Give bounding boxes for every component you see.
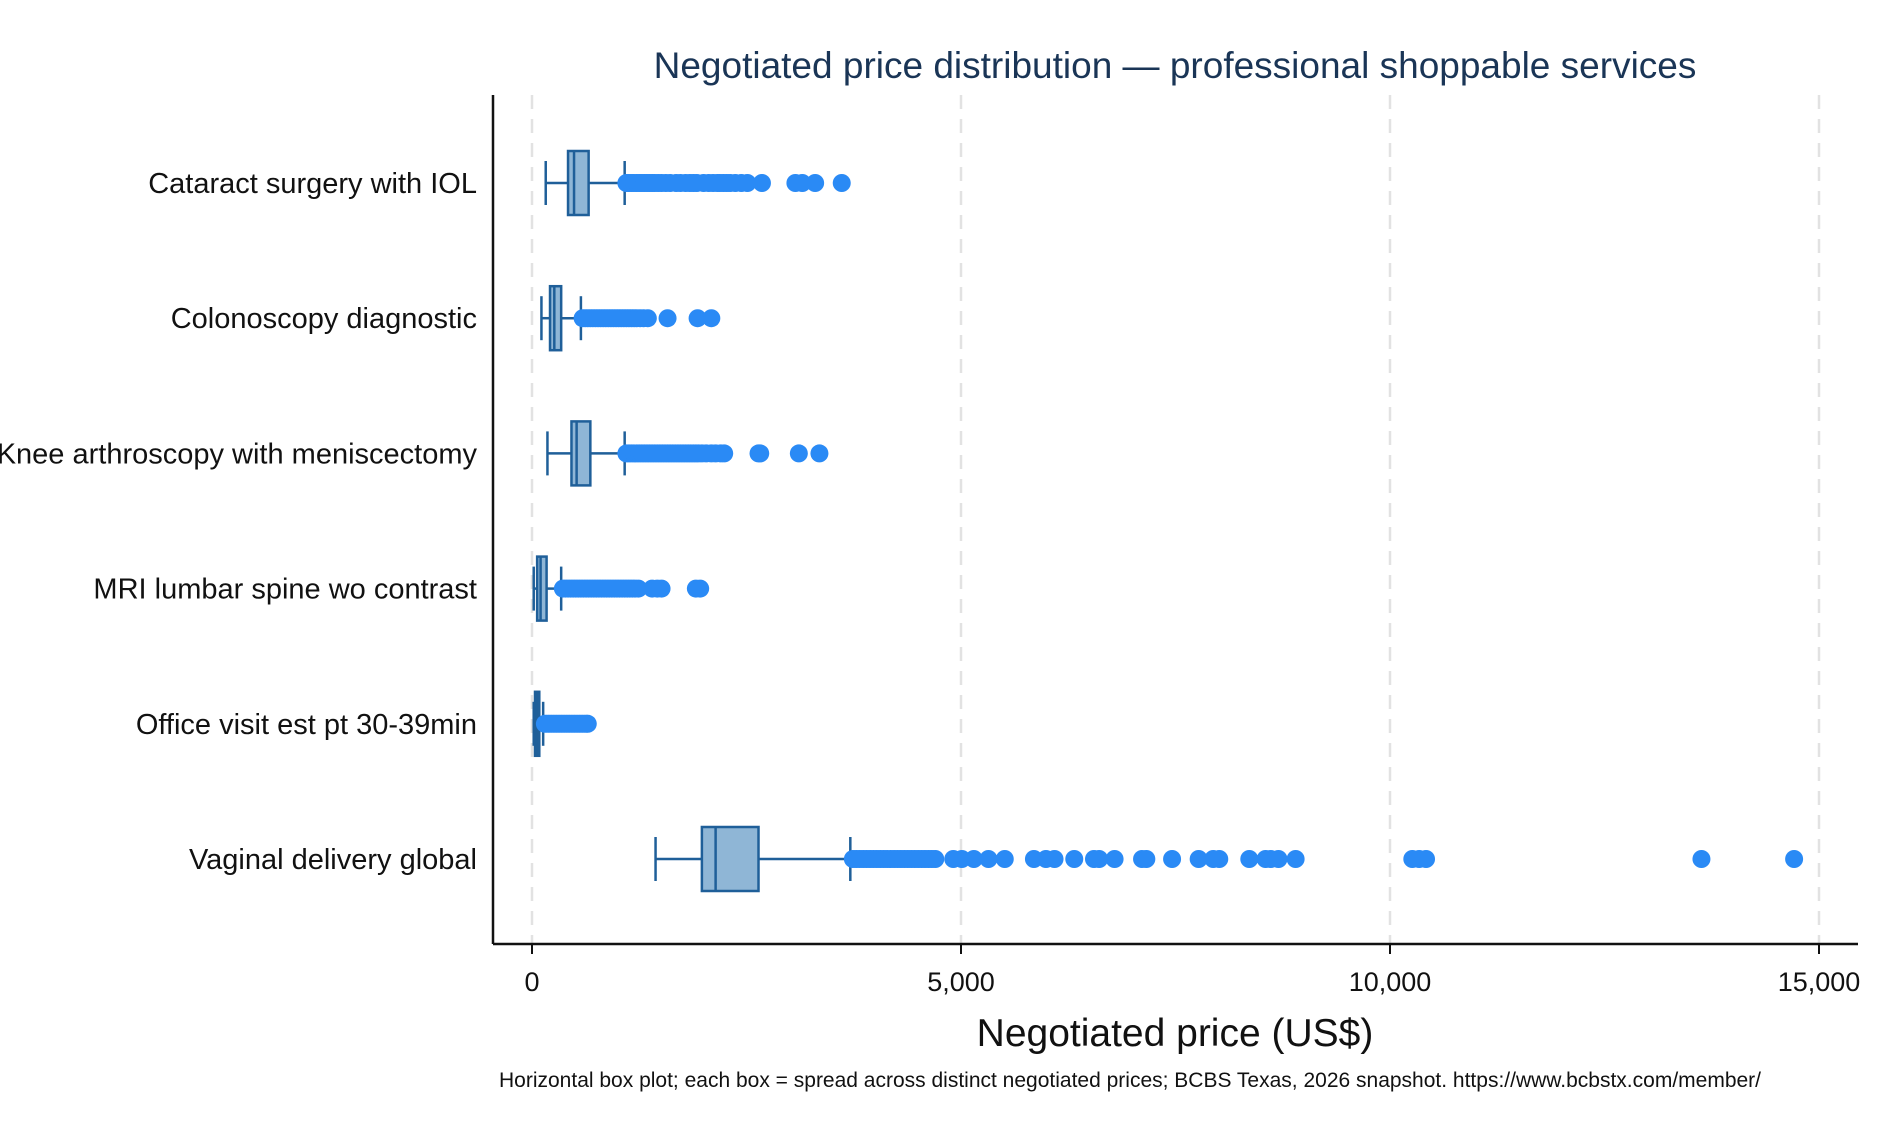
box-series — [546, 420, 829, 487]
box-iqr — [570, 420, 592, 487]
box-iqr — [548, 284, 563, 352]
category-label: MRI lumbar spine wo contrast — [93, 574, 477, 606]
outlier-point — [1137, 850, 1156, 868]
boxes — [532, 149, 1804, 893]
outlier-point — [1692, 850, 1711, 868]
outlier-point — [691, 579, 710, 598]
outlier-point — [1105, 850, 1124, 868]
box-series — [654, 825, 1804, 893]
outlier-point — [752, 174, 771, 192]
outlier-point — [1417, 850, 1436, 868]
category-label: Vaginal delivery global — [189, 844, 477, 876]
outlier-point — [1045, 850, 1064, 868]
box-series — [540, 284, 721, 352]
category-label: Cataract surgery with IOL — [148, 168, 477, 200]
outlier-point — [1189, 850, 1208, 868]
outlier-point — [638, 309, 657, 328]
x-axis-ticks: 0 5,000 10,000 15,000 — [524, 944, 1860, 997]
outlier-point — [1785, 850, 1804, 868]
box-iqr — [700, 825, 760, 893]
x-tick-label: 15,000 — [1778, 967, 1861, 997]
outlier-point — [688, 309, 707, 328]
outlier-point — [1286, 850, 1305, 868]
outlier-point — [1240, 850, 1259, 868]
box-series — [532, 555, 710, 622]
outlier-point — [926, 850, 945, 868]
box-iqr — [535, 555, 548, 622]
category-label: Knee arthroscopy with meniscectomy — [0, 438, 478, 470]
outlier-point — [658, 309, 677, 328]
box-iqr — [566, 149, 590, 217]
outlier-point — [629, 579, 648, 598]
outlier-point — [578, 714, 597, 733]
outlier-point — [751, 444, 770, 463]
category-labels: Cataract surgery with IOL Colonoscopy dia… — [0, 168, 478, 876]
outlier-point — [702, 309, 721, 328]
box-series — [532, 690, 597, 758]
outlier-point — [995, 850, 1014, 868]
category-label: Colonoscopy diagnostic — [171, 303, 477, 335]
outlier-point — [1163, 850, 1182, 868]
x-tick-label: 0 — [524, 967, 539, 997]
outlier-point — [738, 174, 757, 192]
outlier-point — [789, 444, 808, 463]
outlier-point — [793, 174, 812, 192]
outlier-point — [979, 850, 998, 868]
chart-title: Negotiated price distribution — professi… — [654, 45, 1697, 86]
outlier-point — [652, 579, 671, 598]
outlier-point — [715, 444, 734, 463]
gridlines — [530, 95, 1821, 944]
x-axis-title: Negotiated price (US$) — [977, 1012, 1374, 1055]
outlier-point — [1269, 850, 1288, 868]
x-tick-label: 10,000 — [1349, 967, 1432, 997]
outlier-point — [964, 850, 983, 868]
outlier-point — [806, 174, 825, 192]
category-label: Office visit est pt 30-39min — [136, 709, 477, 741]
chart-note: Horizontal box plot; each box = spread a… — [499, 1069, 1761, 1092]
x-tick-label: 5,000 — [927, 967, 995, 997]
outlier-point — [1065, 850, 1084, 868]
box-series — [544, 149, 851, 217]
outlier-point — [1210, 850, 1229, 868]
outlier-point — [832, 174, 851, 192]
outlier-point — [1090, 850, 1109, 868]
outlier-point — [810, 444, 829, 463]
